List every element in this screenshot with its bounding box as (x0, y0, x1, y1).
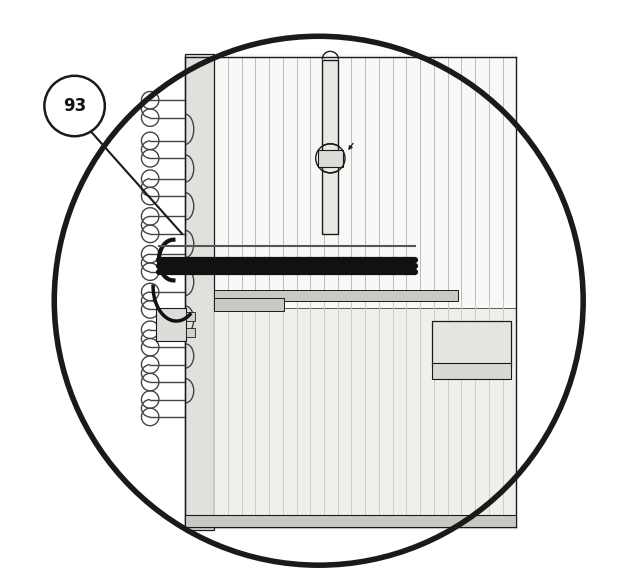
Text: 93: 93 (63, 97, 86, 115)
FancyBboxPatch shape (214, 298, 284, 311)
FancyBboxPatch shape (432, 321, 510, 364)
Circle shape (45, 76, 105, 136)
FancyBboxPatch shape (186, 328, 195, 337)
FancyBboxPatch shape (185, 515, 516, 527)
FancyBboxPatch shape (214, 308, 516, 515)
FancyBboxPatch shape (185, 54, 516, 530)
FancyBboxPatch shape (185, 54, 214, 530)
FancyBboxPatch shape (186, 312, 195, 321)
FancyBboxPatch shape (214, 290, 458, 301)
FancyBboxPatch shape (317, 150, 343, 167)
FancyBboxPatch shape (156, 308, 186, 342)
FancyBboxPatch shape (322, 60, 339, 234)
FancyBboxPatch shape (432, 363, 510, 379)
